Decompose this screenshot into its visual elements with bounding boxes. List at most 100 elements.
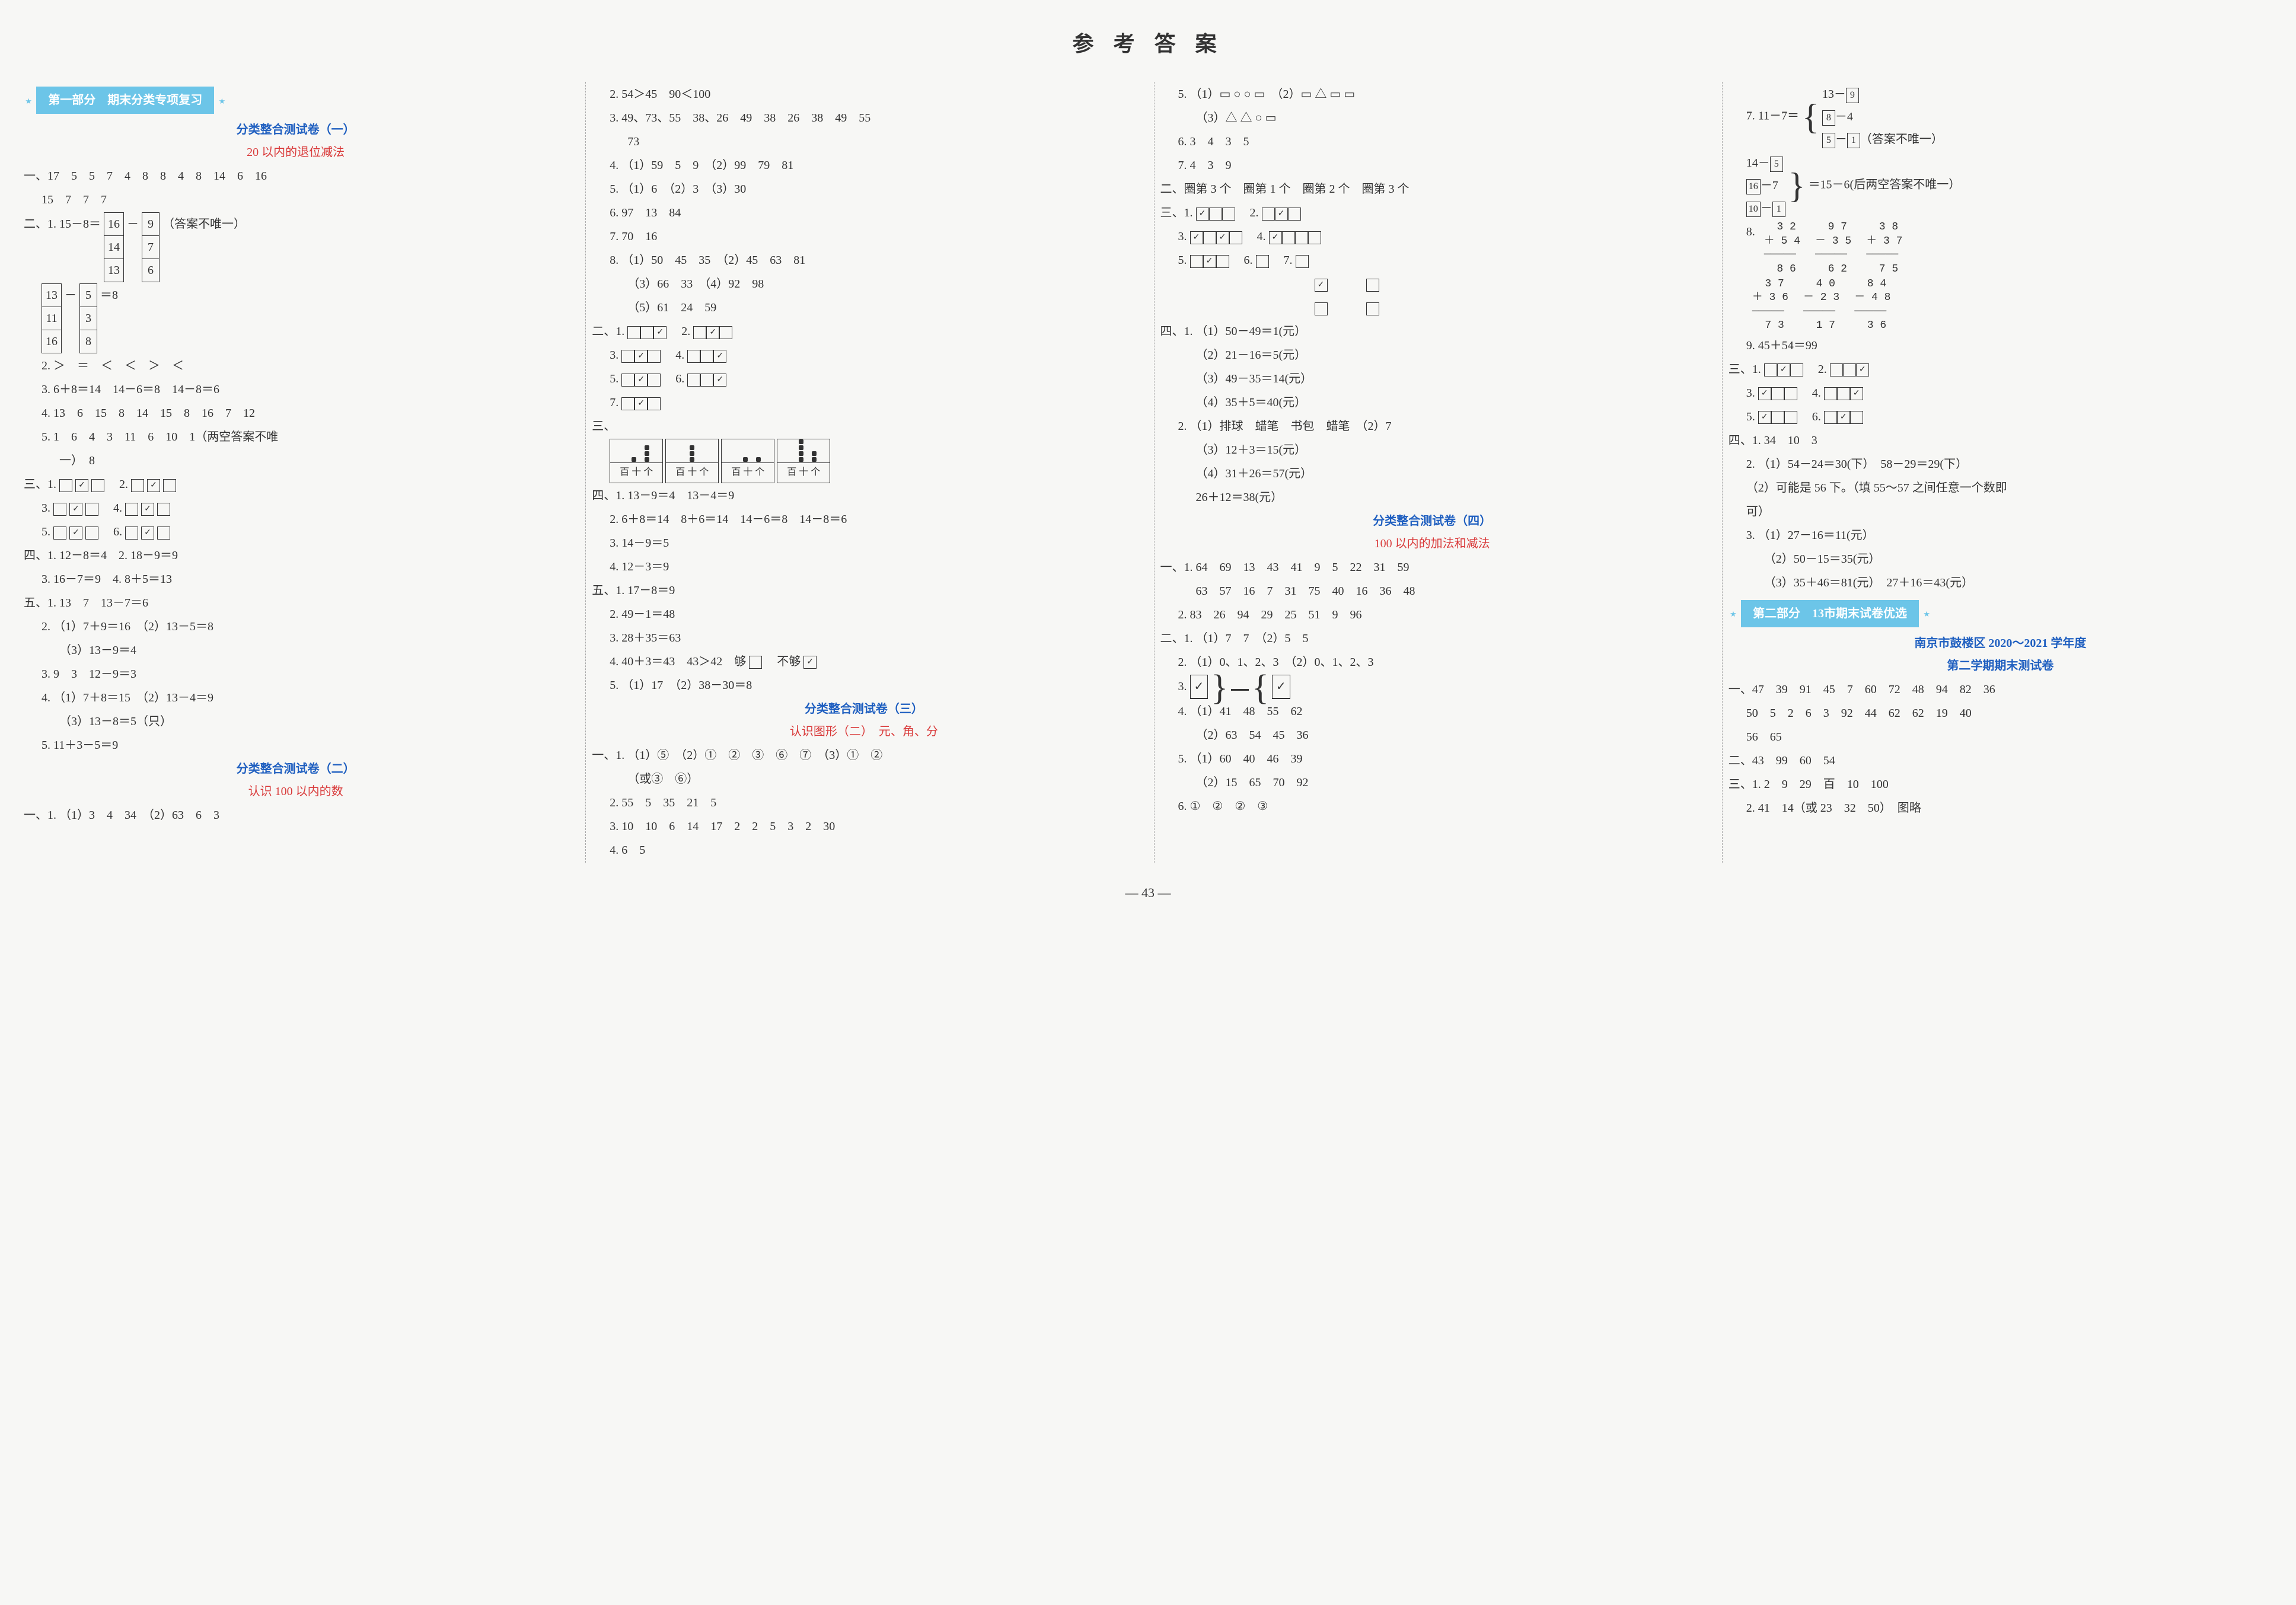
answer-line: （2）15 65 70 92 [1160,771,1704,794]
column-4: 7. 11－7＝ { 13－9 8－4 5－1（答案不唯一） 14－5 16－7… [1722,82,2278,862]
text: －7 [1761,179,1778,192]
part2-banner: 第二部分 13市期末试卷优选 [1741,600,1919,627]
checkbox [1824,387,1837,400]
label: 三、1. [24,478,59,491]
checkbox [91,479,104,492]
numbox: 8 [80,330,97,353]
checkbox [700,374,713,387]
part1-heading: ⋆ 第一部分 期末分类专项复习 ⋆ [24,82,567,119]
boxed-column: 13 11 16 [42,283,62,353]
checkbox [53,527,66,540]
answer-line: 3. 6＋8＝14 14－6＝8 14－8＝6 [24,378,567,401]
nanjing-sub: 第二学期期末测试卷 [1729,655,2272,677]
numbox: 16 [42,330,61,353]
checkbox [1308,231,1321,244]
checkbox [53,503,66,516]
answer-line: 6. 97 13 84 [592,202,1136,224]
checkbox [749,656,762,669]
abacus-label: 百 十 个 [787,463,820,482]
answer-line: 3. ✓✓ 4. ✓ [1160,225,1704,248]
label: 5. [610,372,621,385]
answer-line: （2）可能是 56 下。（填 55～57 之间任意一个数即 [1729,477,2272,499]
checkbox [1830,363,1843,376]
numbox: 16 [1746,179,1761,194]
abacus-label: 百 十 个 [620,463,653,482]
checkbox: ✓ [713,374,726,387]
numbox: 1 [1772,202,1785,217]
answer-line: 2. 41 14（或 23 32 50） 图略 [1729,797,2272,819]
answer-line: 5. （1）6 （2）3 （3）30 [592,178,1136,200]
numbox: 10 [1746,202,1761,217]
answer-line: 4. 13 6 15 8 14 15 8 16 7 12 [24,402,567,425]
boxed-column: 16 14 13 [104,212,124,282]
answer-line: 56 65 [1729,726,2272,748]
checkbox [621,397,634,410]
answer-line: 2. （1）排球 蜡笔 书包 蜡笔 （2）7 [1160,415,1704,438]
label: 6. [1812,410,1824,423]
answer-line: （3）35＋46＝81(元） 27＋16＝43(元） [1729,572,2272,594]
checkbox: ✓ [141,527,154,540]
checkbox [163,479,176,492]
checkbox [648,374,661,387]
label: 7. [610,396,621,409]
checkbox [1837,387,1850,400]
answer-line: 四、1. 12－8＝4 2. 18－9＝9 [24,544,567,567]
answer-line: 2. （1）7＋9＝16 （2）13－5＝8 [24,615,567,638]
column-3: 5. （1）▭ ○ ○ ▭ （2）▭ △ ▭ ▭ （3）△ △ ○ ▭ 6. 3… [1154,82,1710,862]
star-icon: ⋆ [217,87,227,116]
checkbox [1784,387,1797,400]
abacus-row: 百 十 个 百 十 个 百 十 个 百 十 个 [592,439,1136,483]
checkbox [621,374,634,387]
numbox: 13 [42,284,61,307]
test1-title: 分类整合测试卷（一） [24,119,567,141]
answer-line: 4. 40＋3＝43 43＞42 够 不够 ✓ [592,650,1136,673]
checkbox [1203,231,1216,244]
checkbox: ✓ [1196,208,1209,221]
answer-line: 四、1. （1）50－49＝1(元） [1160,320,1704,343]
text: 不够 [765,655,801,668]
answer-line: 四、1. 13－9＝4 13－4＝9 [592,484,1136,507]
arithmetic: 3 7 ＋ 3 6 ───── 7 3 [1752,277,1788,333]
answer-line: 5. ✓ 6. 7. [1160,249,1704,272]
checkbox: ✓ [706,326,719,339]
answer-line: 3. 9 3 12－9＝3 [24,663,567,685]
answer-line: （2）63 54 45 36 [1160,724,1704,746]
text: （答案不唯一） [1860,133,1943,146]
answer-line: 5. ✓ 6. ✓ [24,521,567,543]
arithmetic: 4 0 － 2 3 ───── 1 7 [1803,277,1839,333]
label: 三、1. [1729,363,1764,376]
answer-line: （3）66 33 （4）92 98 [592,273,1136,295]
page-number: — 43 — [18,880,2278,905]
label: 2. [1818,363,1830,376]
text: 7. 11－7＝ [1746,110,1799,123]
checkbox [1784,411,1797,424]
answer-line: 五、1. 17－8＝9 [592,579,1136,602]
answer-line: 二、1. ✓ 2. ✓ [592,320,1136,343]
answer-line: 3 7 ＋ 3 6 ───── 7 3 4 0 － 2 3 ───── 1 7 … [1729,277,2272,333]
answer-line: 4. （1）7＋8＝15 （2）13－4＝9 [24,687,567,709]
label: 8. [1746,225,1755,238]
equals: ＝8 [100,289,118,302]
text: 14－ [1746,157,1770,170]
answer-line: （4）31＋26＝57(元） [1160,462,1704,485]
checkbox [648,350,661,363]
answer-line: 二、1. （1）7 7 （2）5 5 [1160,627,1704,650]
answer-line: 2. 83 26 94 29 25 51 9 96 [1160,604,1704,626]
label: 4. [1257,230,1269,243]
numbox: 5 [1770,157,1783,172]
answer-line: 3. 10 10 6 14 17 2 2 5 3 2 30 [592,815,1136,838]
checkbox [157,527,170,540]
checkbox: ✓ [653,326,667,339]
answer-line: 2. （1）54－24＝30(下） 58－29＝29(下） [1729,453,2272,476]
answer-line: 7. 11－7＝ { 13－9 8－4 5－1（答案不唯一） [1729,83,2272,151]
test2-sub: 认识 100 以内的数 [24,780,567,803]
checkbox: ✓ [1203,255,1216,268]
numbox: 5 [80,284,97,307]
abacus: 百 十 个 [777,439,830,483]
checkbox [1824,411,1837,424]
checkbox [1771,411,1784,424]
arithmetic: 8 4 － 4 8 ───── 3 6 [1854,277,1890,333]
checkbox [1216,255,1229,268]
answer-line: 2. 54＞45 90＜100 [592,83,1136,106]
answer-line: 二、43 99 60 54 [1729,749,2272,772]
